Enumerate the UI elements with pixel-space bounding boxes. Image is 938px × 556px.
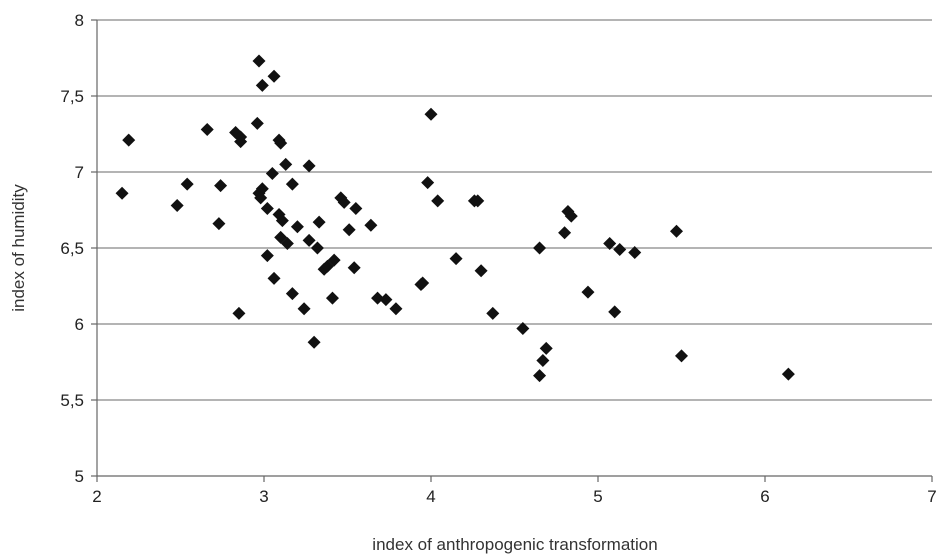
data-point [416, 276, 430, 290]
x-tick-label: 4 [426, 487, 435, 506]
data-point [379, 293, 393, 307]
data-point [603, 236, 617, 250]
data-point [675, 349, 688, 363]
data-point [115, 186, 129, 200]
data-point [349, 201, 363, 215]
data-point [613, 243, 627, 257]
data-point [449, 252, 463, 266]
data-point [781, 367, 795, 381]
data-point [337, 195, 351, 209]
data-point [347, 261, 361, 275]
data-point [474, 264, 488, 278]
data-point [260, 249, 274, 263]
data-point [312, 215, 326, 229]
data-point [302, 159, 316, 173]
data-point [533, 369, 547, 383]
data-point [254, 191, 268, 205]
axes [91, 19, 933, 482]
data-point [431, 194, 445, 208]
data-point [267, 271, 281, 285]
data-point [265, 167, 279, 181]
data-point [325, 291, 339, 305]
data-point [232, 306, 246, 320]
x-tick-label: 7 [927, 487, 936, 506]
data-point [628, 246, 642, 260]
data-point [280, 236, 294, 250]
data-point [170, 198, 184, 212]
data-point [608, 305, 622, 319]
y-tick-label: 6 [75, 315, 84, 334]
data-point [307, 335, 321, 349]
y-tick-label: 7 [75, 163, 84, 182]
data-point [371, 291, 385, 305]
y-tick-label: 8 [75, 11, 84, 30]
y-tick-label: 5,5 [60, 391, 84, 410]
data-point [342, 223, 356, 237]
data-point [180, 177, 194, 191]
data-point [364, 218, 378, 232]
data-point [285, 177, 299, 191]
data-point [558, 226, 572, 240]
y-tick-label: 7,5 [60, 87, 84, 106]
y-tick-label: 5 [75, 467, 84, 486]
data-point [122, 133, 136, 147]
data-point [297, 302, 311, 316]
x-tick-label: 6 [760, 487, 769, 506]
gridlines [97, 19, 932, 401]
data-point [260, 201, 274, 215]
data-point [212, 217, 226, 231]
data-point [250, 116, 264, 130]
data-point [564, 209, 578, 223]
data-point [279, 157, 293, 171]
x-axis-title: index of anthropogenic transformation [372, 535, 657, 554]
y-axis-title: index of humidity [9, 184, 28, 312]
data-point [310, 241, 324, 255]
data-point [255, 78, 269, 92]
data-point [290, 220, 304, 234]
data-point [267, 69, 281, 83]
data-point [302, 233, 316, 247]
data-point [471, 194, 485, 208]
data-point [327, 253, 341, 267]
x-tick-labels: 2 3 4 5 6 7 [92, 487, 936, 506]
data-points [115, 54, 795, 383]
data-point [275, 214, 289, 228]
data-point [285, 287, 299, 301]
data-point [214, 179, 228, 193]
x-tick-label: 2 [92, 487, 101, 506]
data-point [421, 176, 435, 190]
data-point [516, 322, 530, 336]
data-point [274, 136, 288, 150]
x-tick-label: 5 [593, 487, 602, 506]
data-point [252, 54, 266, 68]
data-point [536, 353, 550, 367]
data-point [533, 241, 547, 255]
data-point [200, 122, 214, 136]
data-point [539, 341, 553, 355]
data-point [581, 285, 595, 299]
data-point [234, 135, 248, 149]
x-tick-label: 3 [259, 487, 268, 506]
data-point [389, 302, 403, 316]
y-tick-label: 6,5 [60, 239, 84, 258]
data-point [424, 107, 438, 121]
data-point [255, 182, 269, 196]
data-point [669, 224, 683, 238]
data-point [486, 306, 500, 320]
y-tick-labels: 5 5,5 6 6,5 7 7,5 8 [60, 11, 84, 486]
